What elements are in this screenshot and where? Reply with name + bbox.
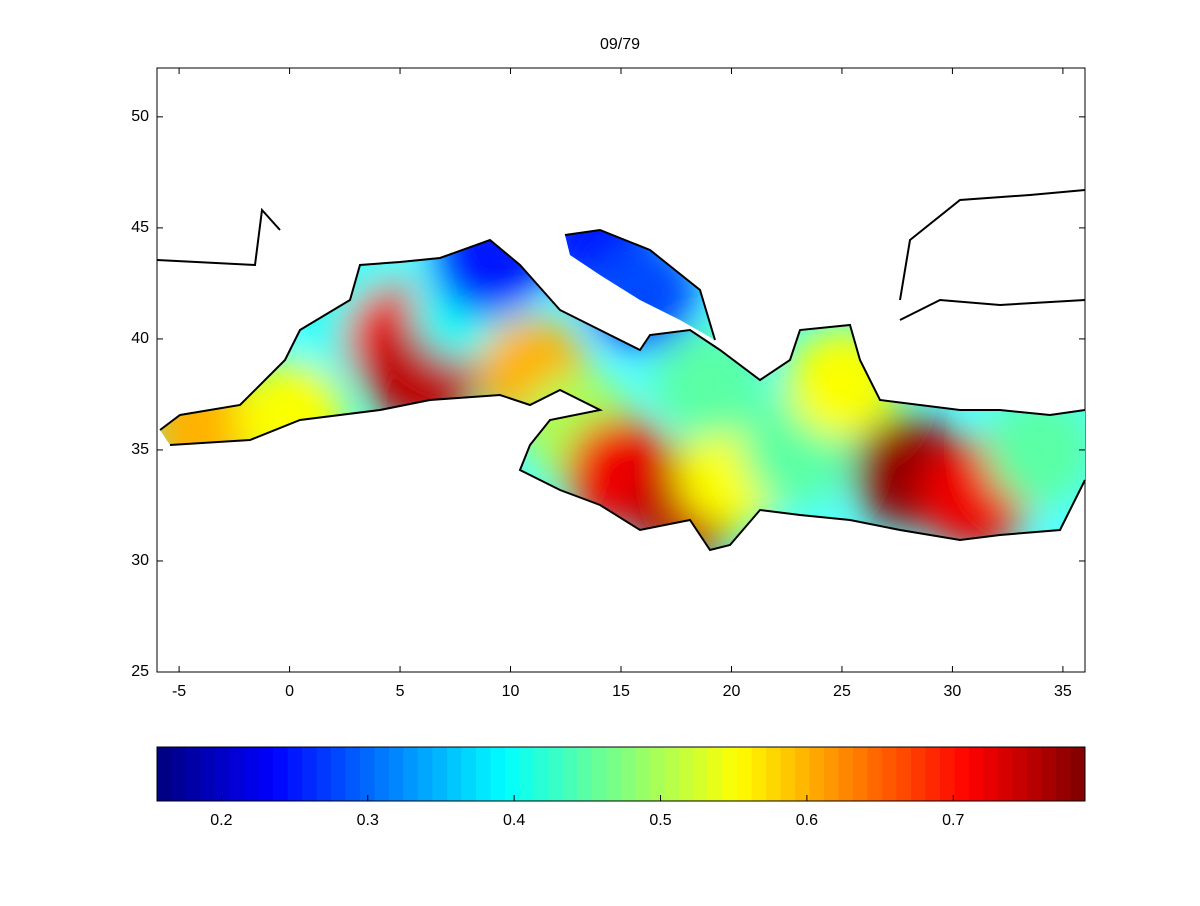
colorbar-cell xyxy=(664,747,680,801)
colorbar-cell xyxy=(969,747,984,801)
colorbar-cell xyxy=(606,747,622,801)
colorbar-cell xyxy=(258,747,274,801)
colorbar-cell xyxy=(432,747,448,801)
y-tick-label: 50 xyxy=(131,108,149,125)
colorbar-cell xyxy=(374,747,390,801)
colorbar-cell xyxy=(708,747,723,801)
colorbar-tick-label: 0.5 xyxy=(649,812,671,829)
colorbar-tick-label: 0.7 xyxy=(942,812,964,829)
y-tick-label: 45 xyxy=(131,219,149,236)
colorbar-cell xyxy=(403,747,419,801)
colorbar-cell xyxy=(780,747,796,801)
colorbar-cell xyxy=(795,747,810,801)
colorbar-tick-label: 0.3 xyxy=(357,812,379,829)
colorbar-cell xyxy=(853,747,868,801)
x-tick-label: 0 xyxy=(285,683,294,700)
colorbar-cell xyxy=(447,747,462,801)
colorbar-cell xyxy=(737,747,752,801)
x-tick-label: 35 xyxy=(1054,683,1072,700)
x-tick-label: 5 xyxy=(396,683,405,700)
colorbar-cell xyxy=(316,747,332,801)
x-tick-label: 20 xyxy=(723,683,741,700)
colorbar-cell xyxy=(925,747,941,801)
y-tick-label: 40 xyxy=(131,330,149,347)
colorbar-cell xyxy=(548,747,564,801)
colorbar-tick-label: 0.4 xyxy=(503,812,525,829)
colorbar-cell xyxy=(345,747,361,801)
colorbar-cell xyxy=(621,747,636,801)
colorbar-cell xyxy=(519,747,535,801)
x-tick-label: 15 xyxy=(612,683,630,700)
colorbar-cell xyxy=(635,747,651,801)
colorbar-cell xyxy=(809,747,825,801)
colorbar-cell xyxy=(505,747,520,801)
colorbar-cell xyxy=(1070,747,1086,801)
colorbar-cell xyxy=(302,747,317,801)
colorbar-tick-label: 0.6 xyxy=(796,812,818,829)
colorbar-cell xyxy=(389,747,404,801)
colorbar-cell xyxy=(360,747,375,801)
colorbar-cell xyxy=(577,747,593,801)
y-tick-label: 30 xyxy=(131,552,149,569)
colorbar-cell xyxy=(867,747,883,801)
colorbar-cell xyxy=(418,747,433,801)
colorbar-cell xyxy=(693,747,709,801)
colorbar-cell xyxy=(287,747,303,801)
x-tick-label: 25 xyxy=(833,683,851,700)
y-tick-label: 35 xyxy=(131,441,149,458)
x-tick-label: -5 xyxy=(172,683,186,700)
colorbar-cell xyxy=(1012,747,1028,801)
colorbar-cell xyxy=(563,747,578,801)
colorbar-cell xyxy=(896,747,912,801)
colorbar-cell xyxy=(157,747,172,801)
colorbar-cell xyxy=(229,747,245,801)
colorbar-cell xyxy=(200,747,216,801)
colorbar-cell xyxy=(838,747,854,801)
colorbar-cell xyxy=(534,747,549,801)
colorbar-cell xyxy=(998,747,1013,801)
colorbar-cell xyxy=(331,747,346,801)
colorbar-cell xyxy=(882,747,897,801)
colorbar-cell xyxy=(940,747,955,801)
colorbar-cell xyxy=(592,747,607,801)
colorbar-tick-label: 0.2 xyxy=(210,812,232,829)
colorbar-cell xyxy=(679,747,694,801)
colorbar-cell xyxy=(766,747,781,801)
colorbar-cell xyxy=(722,747,738,801)
colorbar-cell xyxy=(186,747,201,801)
colorbar-frame xyxy=(156,746,1086,802)
colorbar-cell xyxy=(461,747,477,801)
colorbar-cell xyxy=(171,747,187,801)
colorbar-cell xyxy=(244,747,259,801)
colorbar-cell xyxy=(476,747,491,801)
x-tick-label: 30 xyxy=(944,683,962,700)
colorbar-cell xyxy=(1041,747,1057,801)
x-tick-label: 10 xyxy=(502,683,520,700)
colorbar-cell xyxy=(215,747,230,801)
y-tick-label: 25 xyxy=(131,663,149,680)
colorbar-cell xyxy=(650,747,665,801)
colorbar-cell xyxy=(954,747,970,801)
colorbar-cell xyxy=(911,747,926,801)
colorbar-cell xyxy=(983,747,999,801)
colorbar-cell xyxy=(1056,747,1071,801)
colorbar-cell xyxy=(1027,747,1042,801)
coastline xyxy=(156,189,1086,552)
colorbar-cell xyxy=(751,747,767,801)
colorbar-cell xyxy=(273,747,288,801)
colorbar-cell xyxy=(490,747,506,801)
field-sample xyxy=(985,394,1085,505)
colorbar-cell xyxy=(824,747,839,801)
chart-title: 09/79 xyxy=(600,36,640,53)
